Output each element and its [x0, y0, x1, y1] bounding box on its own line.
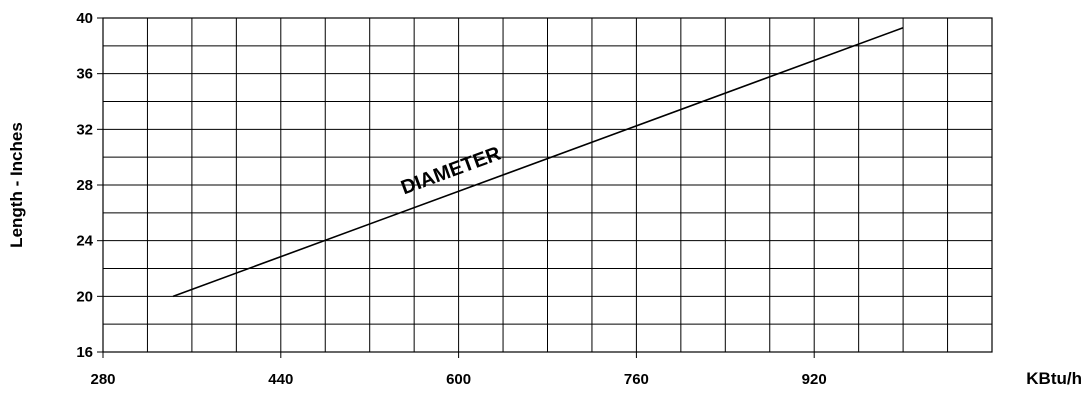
y-tick-label: 36 [76, 66, 93, 83]
series-layer [172, 26, 904, 298]
x-tick-label: 440 [268, 371, 293, 388]
y-axis-title: Length - Inches [7, 122, 26, 248]
y-tick-label: 20 [76, 288, 93, 305]
x-tick-labels: 280 440 600 760 920 [90, 352, 827, 388]
x-tick-label: 280 [90, 371, 115, 388]
x-tick-label: 600 [446, 371, 471, 388]
series-line-diameter [172, 26, 904, 298]
y-tick-labels: 16 20 24 28 32 36 40 [76, 10, 103, 361]
x-tick-label: 760 [624, 371, 649, 388]
grid [103, 18, 992, 352]
y-tick-label: 28 [76, 177, 93, 194]
y-tick-label: 16 [76, 344, 93, 361]
y-tick-label: 24 [76, 233, 93, 250]
x-tick-label: 920 [802, 371, 827, 388]
y-tick-label: 32 [76, 121, 93, 138]
y-tick-label: 40 [76, 10, 93, 27]
x-axis-title: KBtu/h [1026, 369, 1082, 388]
